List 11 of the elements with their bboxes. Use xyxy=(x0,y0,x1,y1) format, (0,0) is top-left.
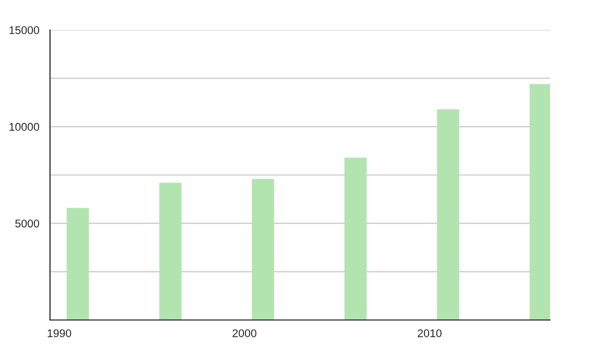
y-tick-label: 15000 xyxy=(10,26,40,34)
bar xyxy=(344,158,367,320)
bar xyxy=(159,182,182,320)
x-tick-label: 2010 xyxy=(418,329,442,338)
y-tick-label: 10000 xyxy=(10,122,40,131)
x-tick-label: 1990 xyxy=(48,329,72,338)
bar xyxy=(252,178,274,320)
bar xyxy=(437,109,460,320)
bar xyxy=(66,208,89,320)
x-tick-label: 2000 xyxy=(232,329,256,338)
y-tick-label: 5000 xyxy=(15,220,40,228)
